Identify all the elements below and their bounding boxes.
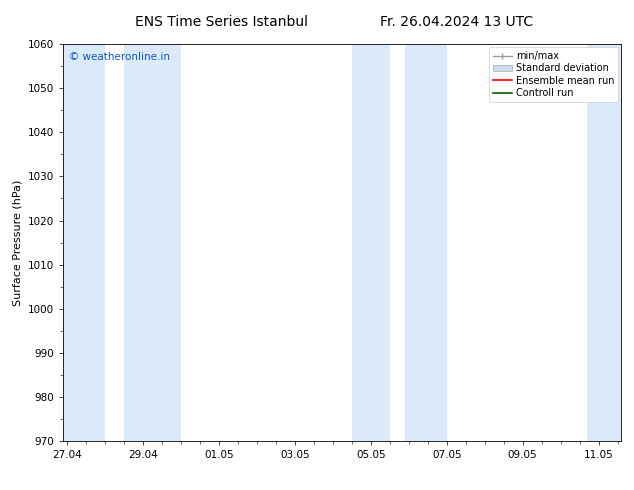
Bar — [587, 44, 621, 441]
Bar — [405, 44, 447, 441]
Text: ENS Time Series Istanbul: ENS Time Series Istanbul — [136, 15, 308, 29]
Text: © weatheronline.in: © weatheronline.in — [69, 52, 170, 62]
Bar — [63, 44, 105, 441]
Bar — [352, 44, 390, 441]
Text: Fr. 26.04.2024 13 UTC: Fr. 26.04.2024 13 UTC — [380, 15, 533, 29]
Legend: min/max, Standard deviation, Ensemble mean run, Controll run: min/max, Standard deviation, Ensemble me… — [489, 47, 618, 102]
Y-axis label: Surface Pressure (hPa): Surface Pressure (hPa) — [13, 179, 23, 306]
Bar — [124, 44, 181, 441]
